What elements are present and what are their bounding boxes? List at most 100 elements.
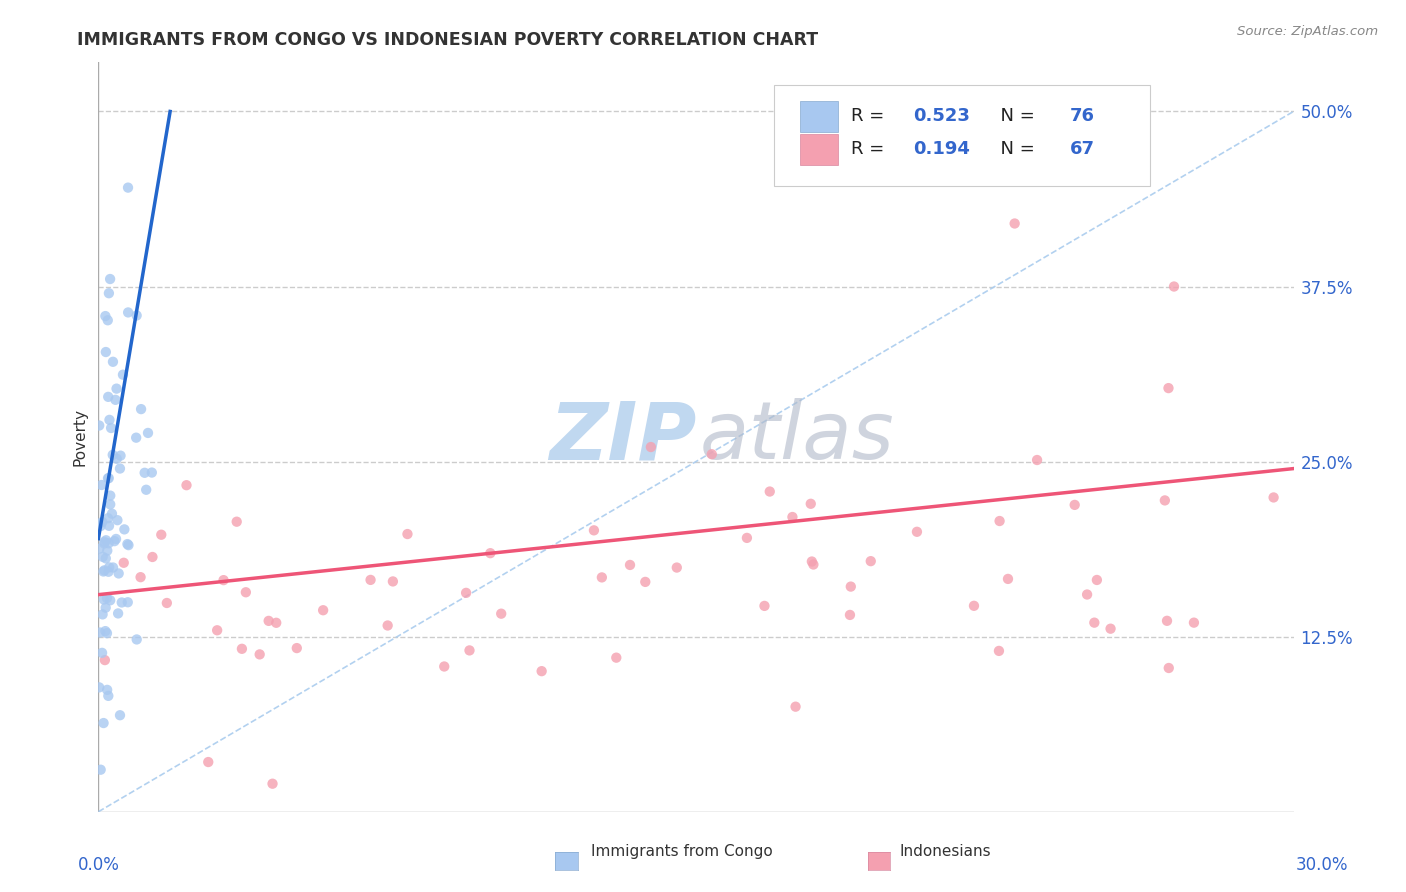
Point: [458, 643, 481, 657]
Text: Immigrants from Congo: Immigrants from Congo: [591, 845, 772, 859]
Point: [1156, 614, 1178, 628]
FancyBboxPatch shape: [773, 85, 1150, 186]
Point: [89, 681, 111, 695]
Point: [135, 483, 157, 497]
Point: [111, 368, 134, 382]
Point: [605, 650, 627, 665]
Point: [800, 497, 823, 511]
Point: [1076, 587, 1098, 601]
Point: [93, 565, 115, 579]
Text: 0.194: 0.194: [914, 140, 970, 159]
Point: [640, 440, 662, 454]
Point: [839, 580, 862, 594]
Text: 76: 76: [1070, 107, 1095, 126]
Point: [97, 313, 120, 327]
Point: [997, 572, 1019, 586]
Point: [117, 305, 139, 319]
Text: ZIP: ZIP: [548, 398, 696, 476]
Point: [91, 549, 114, 564]
Point: [264, 615, 287, 630]
Point: [125, 431, 148, 445]
Point: [235, 585, 257, 599]
FancyBboxPatch shape: [800, 101, 838, 132]
Point: [1026, 453, 1049, 467]
Point: [94, 600, 117, 615]
Point: [89, 625, 111, 640]
Point: [93, 536, 115, 550]
Point: [125, 309, 148, 323]
Point: [1182, 615, 1205, 630]
Point: [107, 566, 129, 581]
Point: [97, 565, 120, 579]
Point: [97, 471, 120, 485]
Point: [1157, 381, 1180, 395]
Point: [700, 447, 723, 461]
Point: [98, 489, 121, 503]
Point: [96, 543, 118, 558]
Point: [105, 382, 128, 396]
Point: [117, 180, 139, 194]
Point: [98, 497, 121, 511]
Point: [94, 533, 117, 548]
Point: [94, 653, 117, 667]
Point: [197, 755, 219, 769]
Point: [96, 591, 118, 605]
Point: [591, 570, 613, 584]
Point: [803, 558, 825, 572]
Point: [90, 519, 112, 533]
Point: [90, 763, 112, 777]
Point: [89, 516, 111, 531]
Point: [97, 471, 120, 485]
Point: [98, 560, 121, 574]
FancyBboxPatch shape: [800, 134, 838, 165]
Point: [103, 534, 125, 549]
Point: [785, 699, 807, 714]
Point: [91, 515, 114, 529]
Point: [212, 573, 235, 587]
Text: R =: R =: [852, 107, 890, 126]
Point: [782, 510, 804, 524]
Point: [98, 413, 121, 427]
Point: [257, 614, 280, 628]
Point: [479, 546, 502, 560]
Point: [1004, 217, 1026, 231]
Point: [91, 607, 114, 622]
Point: [456, 586, 478, 600]
Point: [89, 418, 111, 433]
Point: [125, 632, 148, 647]
Point: [530, 664, 553, 678]
Point: [93, 592, 115, 607]
Point: [117, 537, 139, 551]
Point: [98, 272, 121, 286]
Point: [107, 513, 129, 527]
Point: [377, 618, 399, 632]
Point: [758, 484, 780, 499]
Point: [205, 624, 228, 638]
Point: [141, 466, 163, 480]
Point: [94, 551, 117, 566]
Text: N =: N =: [988, 140, 1040, 159]
Point: [582, 524, 605, 538]
Point: [433, 659, 456, 673]
Point: [94, 624, 117, 639]
Point: [101, 560, 124, 574]
Point: [225, 515, 247, 529]
Point: [96, 682, 118, 697]
Text: 67: 67: [1070, 140, 1095, 159]
Point: [987, 644, 1010, 658]
Point: [619, 558, 641, 572]
Point: [97, 689, 120, 703]
Point: [110, 449, 132, 463]
Point: [396, 527, 419, 541]
Point: [839, 607, 862, 622]
Point: [859, 554, 882, 568]
Point: [93, 563, 115, 577]
Text: Indonesians: Indonesians: [900, 845, 991, 859]
Point: [129, 570, 152, 584]
Point: [90, 478, 112, 492]
Point: [94, 309, 117, 323]
Point: [136, 425, 159, 440]
Text: 0.0%: 0.0%: [77, 856, 120, 874]
Point: [91, 646, 114, 660]
Point: [107, 607, 129, 621]
